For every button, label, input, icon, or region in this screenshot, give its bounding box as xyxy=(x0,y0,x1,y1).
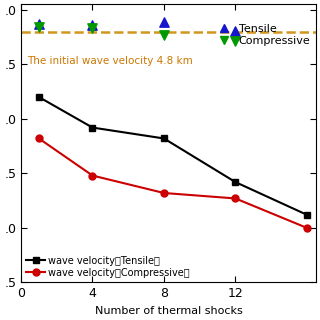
Legend: wave velocity（Tensile）, wave velocity（Compressive）: wave velocity（Tensile）, wave velocity（Co… xyxy=(26,256,190,277)
Point xyxy=(90,26,95,31)
Point xyxy=(233,39,238,44)
Point xyxy=(233,28,238,33)
Point xyxy=(36,21,42,27)
Text: The initial wave velocity 4.8 km: The initial wave velocity 4.8 km xyxy=(27,56,193,66)
Point xyxy=(36,25,42,30)
X-axis label: Number of thermal shocks: Number of thermal shocks xyxy=(94,306,242,316)
Point xyxy=(90,22,95,28)
Point xyxy=(161,19,166,24)
Point xyxy=(161,32,166,37)
